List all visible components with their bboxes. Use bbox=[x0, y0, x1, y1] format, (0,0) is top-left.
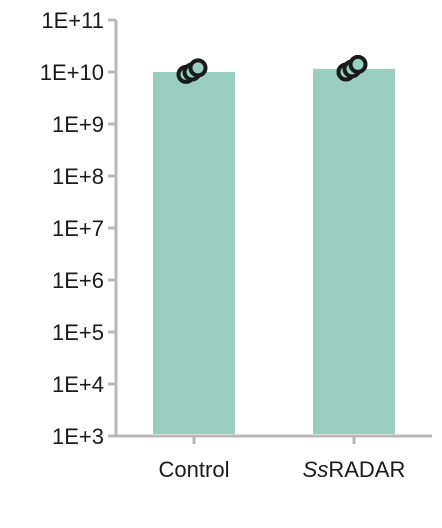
x-tick-label-part: Ss bbox=[303, 457, 329, 482]
y-tick-label: 1E+9 bbox=[52, 112, 104, 137]
x-tick-label-part: Control bbox=[159, 457, 230, 482]
bar-ssradar bbox=[313, 68, 395, 434]
x-tick-label: SsRADAR bbox=[303, 457, 406, 482]
bars bbox=[153, 68, 395, 434]
x-tick-label: Control bbox=[159, 457, 230, 482]
data-points bbox=[176, 54, 368, 84]
y-tick-label: 1E+6 bbox=[52, 268, 104, 293]
data-point bbox=[188, 58, 208, 78]
data-point bbox=[348, 54, 368, 74]
y-tick-label: 1E+4 bbox=[52, 372, 104, 397]
y-tick-label: 1E+10 bbox=[40, 60, 104, 85]
y-tick-label: 1E+8 bbox=[52, 164, 104, 189]
y-axis: 1E+3 1E+4 1E+5 1E+6 1E+7 1E+8 1E+9 1E+10 1E+11 bbox=[40, 8, 118, 449]
category-labels: Control SsRADAR bbox=[159, 457, 406, 482]
bar-control bbox=[153, 72, 235, 434]
y-tick-label: 1E+11 bbox=[41, 8, 104, 33]
x-tick-label-part: RADAR bbox=[328, 457, 405, 482]
y-tick-label: 1E+3 bbox=[52, 424, 104, 449]
x-axis bbox=[108, 434, 432, 444]
y-tick-label: 1E+7 bbox=[52, 216, 104, 241]
y-tick-label: 1E+5 bbox=[52, 320, 104, 345]
